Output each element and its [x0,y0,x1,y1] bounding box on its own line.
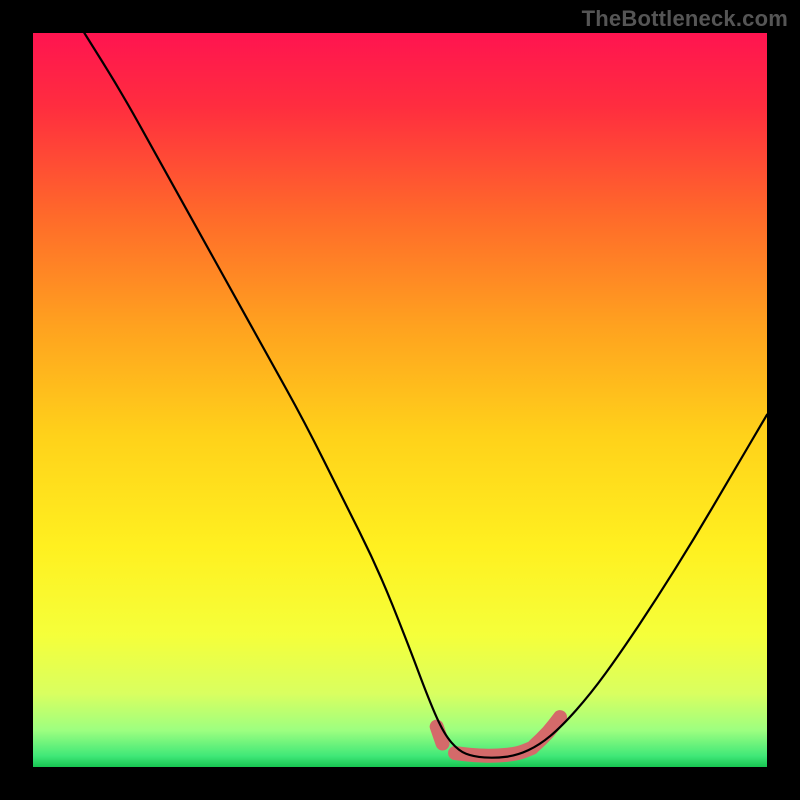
chart-frame: TheBottleneck.com [0,0,800,800]
plot-area [33,33,767,767]
watermark-text: TheBottleneck.com [582,6,788,32]
bottleneck-curve [84,33,767,758]
chart-overlay [33,33,767,767]
